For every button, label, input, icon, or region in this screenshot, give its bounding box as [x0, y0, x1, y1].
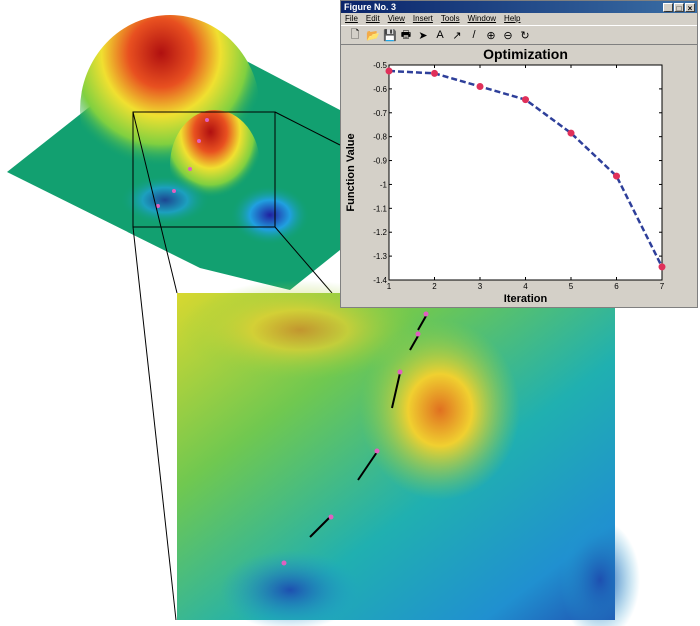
zoom-connector: [274, 111, 341, 146]
x-tick-label: 6: [614, 282, 619, 291]
zoom-connector: [132, 111, 178, 294]
data-point: [658, 263, 666, 271]
chart-title: Optimization: [483, 46, 568, 62]
menu-bar: File Edit View Insert Tools Window Help: [341, 13, 697, 24]
figure-window: Figure No. 3 _ □ × File Edit View Insert Too…: [340, 0, 698, 308]
data-point: [522, 96, 529, 104]
x-tick-label: 3: [478, 282, 483, 291]
x-axis-label: Iteration: [504, 293, 548, 305]
maximize-button[interactable]: □: [674, 2, 684, 13]
rotate-icon[interactable]: ↻: [520, 29, 530, 42]
surface-valley: [120, 175, 210, 225]
menu-file[interactable]: File: [345, 14, 358, 23]
zoomed-valley: [220, 550, 360, 626]
close-button[interactable]: ×: [685, 2, 695, 13]
menu-view[interactable]: View: [387, 14, 405, 23]
zoomed-path-markers: [281, 311, 429, 566]
line-icon[interactable]: /: [472, 29, 476, 41]
toolbar: 🗋 📂 💾 🖶 ➤ A ↗ / ⊕ ⊖ ↻: [341, 25, 697, 45]
menu-tools[interactable]: Tools: [440, 14, 460, 23]
y-tick-label: -1.2: [373, 228, 387, 237]
zoom-region-box: [132, 111, 276, 228]
y-tick-label: -1.3: [373, 252, 387, 261]
menu-help[interactable]: Help: [504, 14, 521, 23]
x-tick-label: 1: [387, 282, 392, 291]
x-tick-label: 4: [523, 282, 528, 291]
y-tick-label: -1.4: [373, 276, 387, 285]
arrow-icon[interactable]: ↗: [452, 29, 462, 42]
data-point: [385, 67, 393, 75]
zoomed-peak: [360, 320, 520, 500]
x-tick-label: 2: [432, 282, 437, 291]
zoom-connector: [132, 226, 177, 621]
surface-valley: [230, 185, 310, 245]
window-title: Figure No. 3: [344, 2, 397, 12]
data-point: [431, 69, 438, 77]
x-tick-label: 5: [569, 282, 574, 291]
y-tick-label: -0.8: [373, 133, 387, 142]
data-point: [567, 129, 575, 137]
y-tick-label: -0.6: [373, 85, 387, 94]
print-icon[interactable]: 🖶: [400, 28, 412, 41]
zoomed-valley: [560, 520, 640, 626]
gradient-arrows: [309, 315, 427, 538]
y-tick-label: -0.7: [373, 109, 387, 118]
minimize-button[interactable]: _: [663, 2, 673, 13]
title-bar: Figure No. 3 _ □ ×: [341, 1, 697, 13]
y-tick-label: -0.5: [373, 61, 387, 70]
menu-insert[interactable]: Insert: [412, 14, 433, 23]
menu-window[interactable]: Window: [467, 14, 497, 23]
open-folder-icon[interactable]: 📂: [366, 29, 380, 42]
y-tick-label: -1.1: [373, 204, 387, 213]
pointer-icon[interactable]: ➤: [418, 29, 428, 42]
y-tick-label: -0.9: [373, 157, 387, 166]
y-tick-label: -1: [380, 180, 388, 189]
optimization-chart: Optimization Iteration Function Value 1 2 3 4 5…: [345, 46, 666, 305]
zoom-in-icon[interactable]: ⊕: [486, 29, 496, 42]
data-point: [476, 83, 484, 90]
data-point: [613, 172, 620, 180]
surface-path-markers: [156, 118, 209, 208]
save-icon[interactable]: 💾: [383, 29, 397, 42]
text-icon[interactable]: A: [436, 29, 444, 41]
menu-edit[interactable]: Edit: [365, 14, 380, 23]
y-axis-label: Function Value: [345, 133, 357, 211]
zoom-out-icon[interactable]: ⊖: [503, 29, 513, 42]
x-tick-label: 7: [660, 282, 665, 291]
new-file-icon[interactable]: 🗋: [350, 28, 360, 41]
